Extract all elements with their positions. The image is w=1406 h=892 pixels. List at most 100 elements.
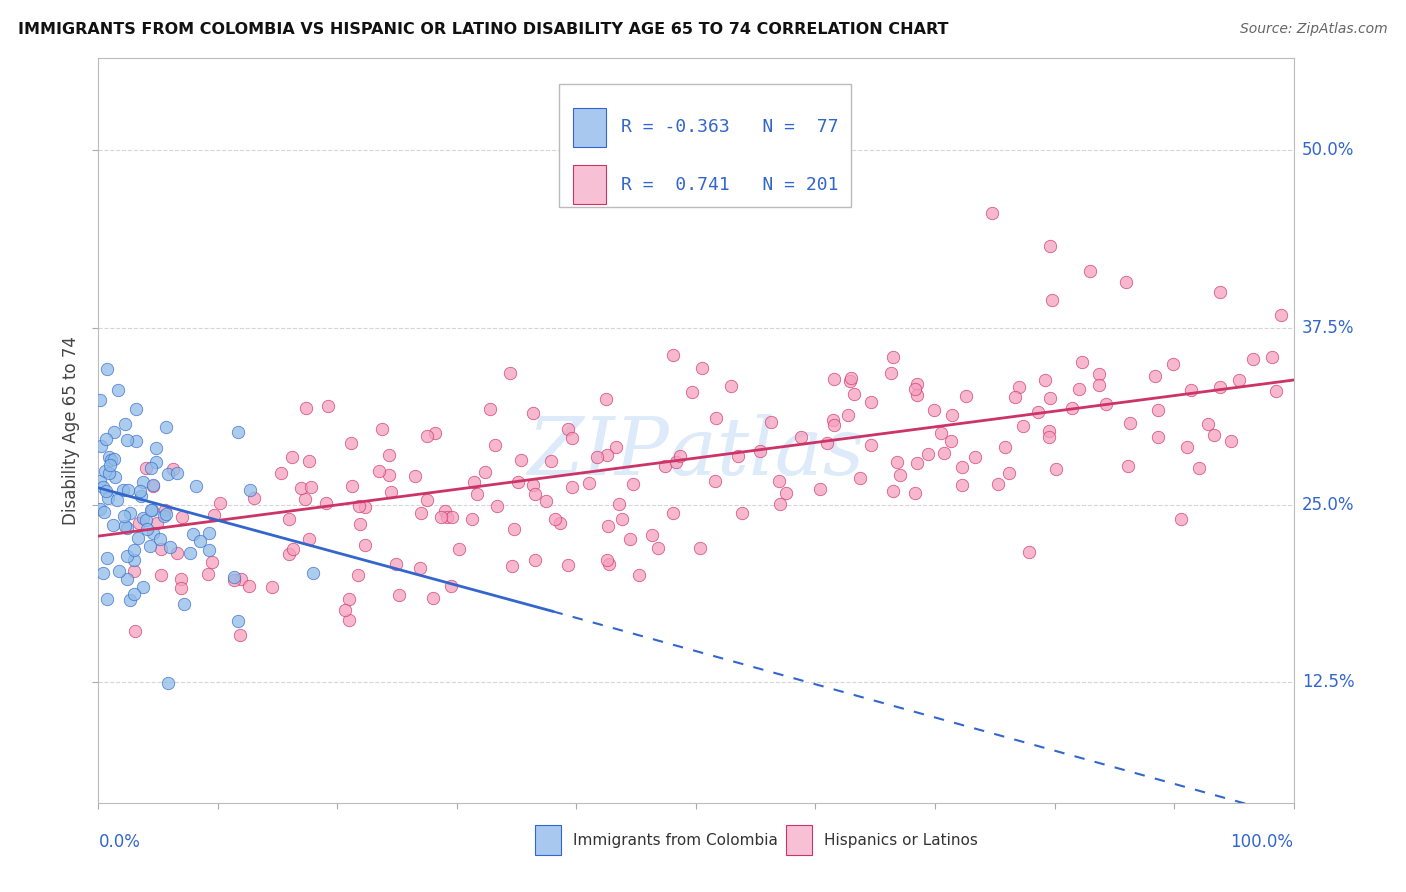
Point: [815, 435, 838, 450]
Point: [423, 425, 446, 440]
Point: [922, 403, 945, 417]
Point: [91, 566, 114, 580]
Point: [647, 541, 669, 555]
Point: [301, 479, 323, 493]
Text: ZIP​atlas: ZIP​atlas: [527, 414, 865, 491]
Point: [142, 479, 165, 493]
Point: [1219, 434, 1241, 448]
Point: [94, 433, 117, 447]
Point: [96, 550, 118, 565]
Point: [436, 509, 458, 524]
Point: [905, 376, 928, 391]
Point: [112, 508, 135, 523]
Point: [607, 497, 630, 511]
Point: [114, 417, 136, 431]
Point: [150, 541, 173, 556]
Point: [294, 492, 316, 507]
Point: [654, 458, 676, 473]
Text: Hispanics or Latinos: Hispanics or Latinos: [824, 832, 977, 847]
Point: [668, 449, 690, 463]
Point: [388, 588, 411, 602]
Point: [536, 493, 558, 508]
Point: [132, 580, 155, 594]
Point: [97, 491, 120, 505]
Point: [201, 556, 224, 570]
Point: [139, 539, 162, 553]
Point: [159, 541, 181, 555]
Point: [837, 408, 859, 422]
Point: [226, 615, 249, 629]
Point: [641, 528, 664, 542]
Point: [135, 513, 157, 527]
Point: [557, 422, 579, 436]
Point: [598, 557, 620, 571]
Point: [1147, 403, 1170, 417]
Point: [188, 534, 211, 549]
Point: [690, 360, 713, 375]
Point: [141, 461, 163, 475]
Point: [224, 570, 246, 584]
Point: [506, 475, 529, 489]
Point: [501, 559, 523, 574]
Point: [987, 476, 1010, 491]
Point: [1119, 416, 1142, 430]
Point: [135, 460, 157, 475]
Point: [768, 474, 790, 488]
Point: [502, 522, 524, 536]
Point: [1180, 383, 1202, 397]
Bar: [534, 825, 561, 855]
Text: 37.5%: 37.5%: [1302, 318, 1354, 336]
Point: [197, 567, 219, 582]
Point: [474, 465, 496, 479]
Point: [179, 546, 201, 560]
Point: [849, 471, 872, 485]
Point: [461, 512, 484, 526]
Point: [89, 502, 111, 516]
Point: [103, 452, 125, 467]
Text: 0.0%: 0.0%: [98, 833, 141, 851]
Point: [941, 434, 963, 448]
Point: [997, 466, 1019, 480]
Point: [98, 466, 121, 480]
Point: [1241, 352, 1264, 367]
Point: [627, 568, 650, 582]
Bar: [572, 165, 606, 204]
Point: [122, 553, 145, 567]
Point: [1039, 239, 1062, 253]
Point: [950, 478, 973, 492]
Point: [115, 434, 138, 448]
Point: [821, 413, 844, 427]
Text: R =  0.741   N = 201: R = 0.741 N = 201: [620, 176, 838, 194]
Point: [950, 459, 973, 474]
Point: [107, 384, 129, 398]
Point: [661, 507, 683, 521]
Point: [586, 450, 609, 464]
Point: [186, 478, 208, 492]
Point: [132, 510, 155, 524]
Point: [385, 557, 408, 571]
Point: [1170, 512, 1192, 526]
Point: [153, 508, 176, 523]
Text: R = -0.363   N =  77: R = -0.363 N = 77: [620, 119, 838, 136]
Point: [136, 522, 159, 536]
Point: [661, 348, 683, 362]
Point: [166, 466, 188, 480]
Point: [931, 425, 953, 440]
Point: [103, 425, 125, 440]
Point: [105, 493, 128, 508]
Point: [557, 558, 579, 573]
Point: [139, 503, 162, 517]
Point: [278, 547, 301, 561]
Text: 12.5%: 12.5%: [1302, 673, 1354, 691]
Point: [226, 425, 249, 439]
Point: [131, 489, 153, 503]
Point: [242, 491, 264, 505]
Point: [124, 624, 146, 638]
Point: [371, 422, 394, 436]
Point: [378, 448, 401, 462]
Point: [96, 361, 118, 376]
Point: [980, 206, 1002, 220]
Point: [231, 572, 253, 586]
Point: [96, 591, 118, 606]
Point: [1040, 293, 1063, 307]
